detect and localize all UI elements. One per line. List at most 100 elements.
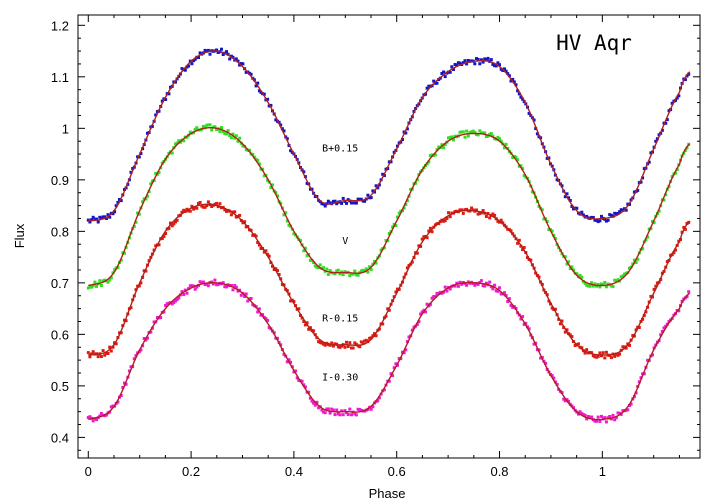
data-point — [289, 360, 293, 364]
data-point — [683, 78, 687, 82]
data-point — [405, 199, 409, 203]
data-point — [91, 215, 95, 219]
data-point — [491, 212, 495, 216]
data-point — [596, 283, 600, 286]
data-point — [545, 156, 549, 160]
data-point — [632, 190, 636, 194]
data-point — [303, 246, 307, 250]
data-point — [371, 189, 375, 193]
data-point — [127, 369, 131, 373]
data-point — [595, 284, 599, 288]
data-point — [509, 79, 513, 83]
data-point — [170, 302, 174, 306]
data-point — [359, 408, 363, 412]
data-point — [272, 268, 276, 271]
data-point — [637, 326, 641, 329]
data-point — [453, 284, 457, 288]
data-point — [519, 95, 523, 99]
data-point — [103, 215, 107, 219]
data-point — [363, 339, 367, 343]
data-point — [600, 354, 603, 358]
data-point — [142, 197, 146, 201]
data-point — [580, 346, 584, 350]
data-point — [318, 340, 322, 344]
data-point — [108, 278, 112, 282]
data-point — [470, 130, 474, 134]
data-point — [442, 146, 446, 150]
data-point — [404, 348, 408, 352]
data-point — [193, 57, 197, 61]
data-point — [359, 269, 363, 273]
data-point — [419, 244, 423, 248]
data-point — [511, 305, 515, 309]
data-point — [422, 235, 426, 239]
data-point — [276, 194, 279, 198]
data-point — [387, 379, 391, 383]
data-point — [174, 80, 177, 84]
data-point — [471, 129, 475, 133]
data-point — [535, 132, 539, 136]
data-point — [657, 209, 661, 213]
data-point — [154, 113, 158, 117]
data-point — [475, 57, 478, 61]
data-point — [266, 97, 270, 101]
data-point — [185, 207, 189, 211]
data-point — [315, 265, 319, 269]
data-point — [251, 303, 255, 307]
data-point — [516, 89, 520, 93]
plot-frame — [77, 14, 701, 459]
data-point — [88, 355, 92, 359]
data-point — [665, 118, 669, 122]
data-point — [521, 315, 525, 319]
data-point — [447, 136, 450, 140]
data-point — [450, 65, 454, 69]
data-point — [244, 292, 248, 296]
data-point — [524, 321, 528, 325]
data-point — [486, 134, 490, 138]
data-point — [651, 353, 654, 357]
data-point — [498, 286, 501, 290]
data-point — [96, 355, 100, 359]
data-point — [341, 273, 345, 276]
data-point — [491, 287, 495, 291]
data-point — [608, 415, 612, 418]
data-point — [353, 269, 357, 273]
data-point — [323, 343, 327, 347]
data-point — [585, 214, 589, 218]
data-point — [604, 350, 608, 354]
data-point — [553, 237, 557, 240]
data-point — [350, 272, 353, 276]
data-point — [478, 62, 482, 66]
data-point — [369, 407, 373, 411]
data-point — [664, 324, 668, 328]
data-point — [414, 181, 418, 185]
data-point — [517, 238, 521, 242]
data-point — [210, 205, 214, 208]
data-point — [563, 195, 567, 199]
data-point — [129, 306, 133, 310]
data-point — [119, 394, 123, 397]
data-point — [540, 208, 544, 212]
data-point — [297, 378, 301, 382]
data-point — [233, 284, 237, 287]
data-point — [205, 49, 209, 53]
data-point — [461, 61, 465, 65]
data-point — [401, 350, 404, 354]
data-point — [312, 401, 316, 405]
data-point — [234, 134, 238, 138]
data-point — [154, 171, 158, 175]
data-point — [521, 248, 525, 252]
series-label: B+0.15 — [322, 144, 358, 155]
data-point — [624, 208, 628, 212]
data-point — [129, 365, 133, 369]
data-point — [662, 198, 666, 202]
data-point — [180, 67, 184, 71]
data-point — [195, 206, 199, 210]
data-point — [244, 70, 248, 74]
data-point — [667, 320, 671, 323]
data-point — [292, 370, 296, 374]
model-fit-curves — [88, 50, 691, 421]
data-point — [374, 261, 378, 265]
data-point — [595, 419, 599, 423]
data-point — [201, 124, 205, 128]
